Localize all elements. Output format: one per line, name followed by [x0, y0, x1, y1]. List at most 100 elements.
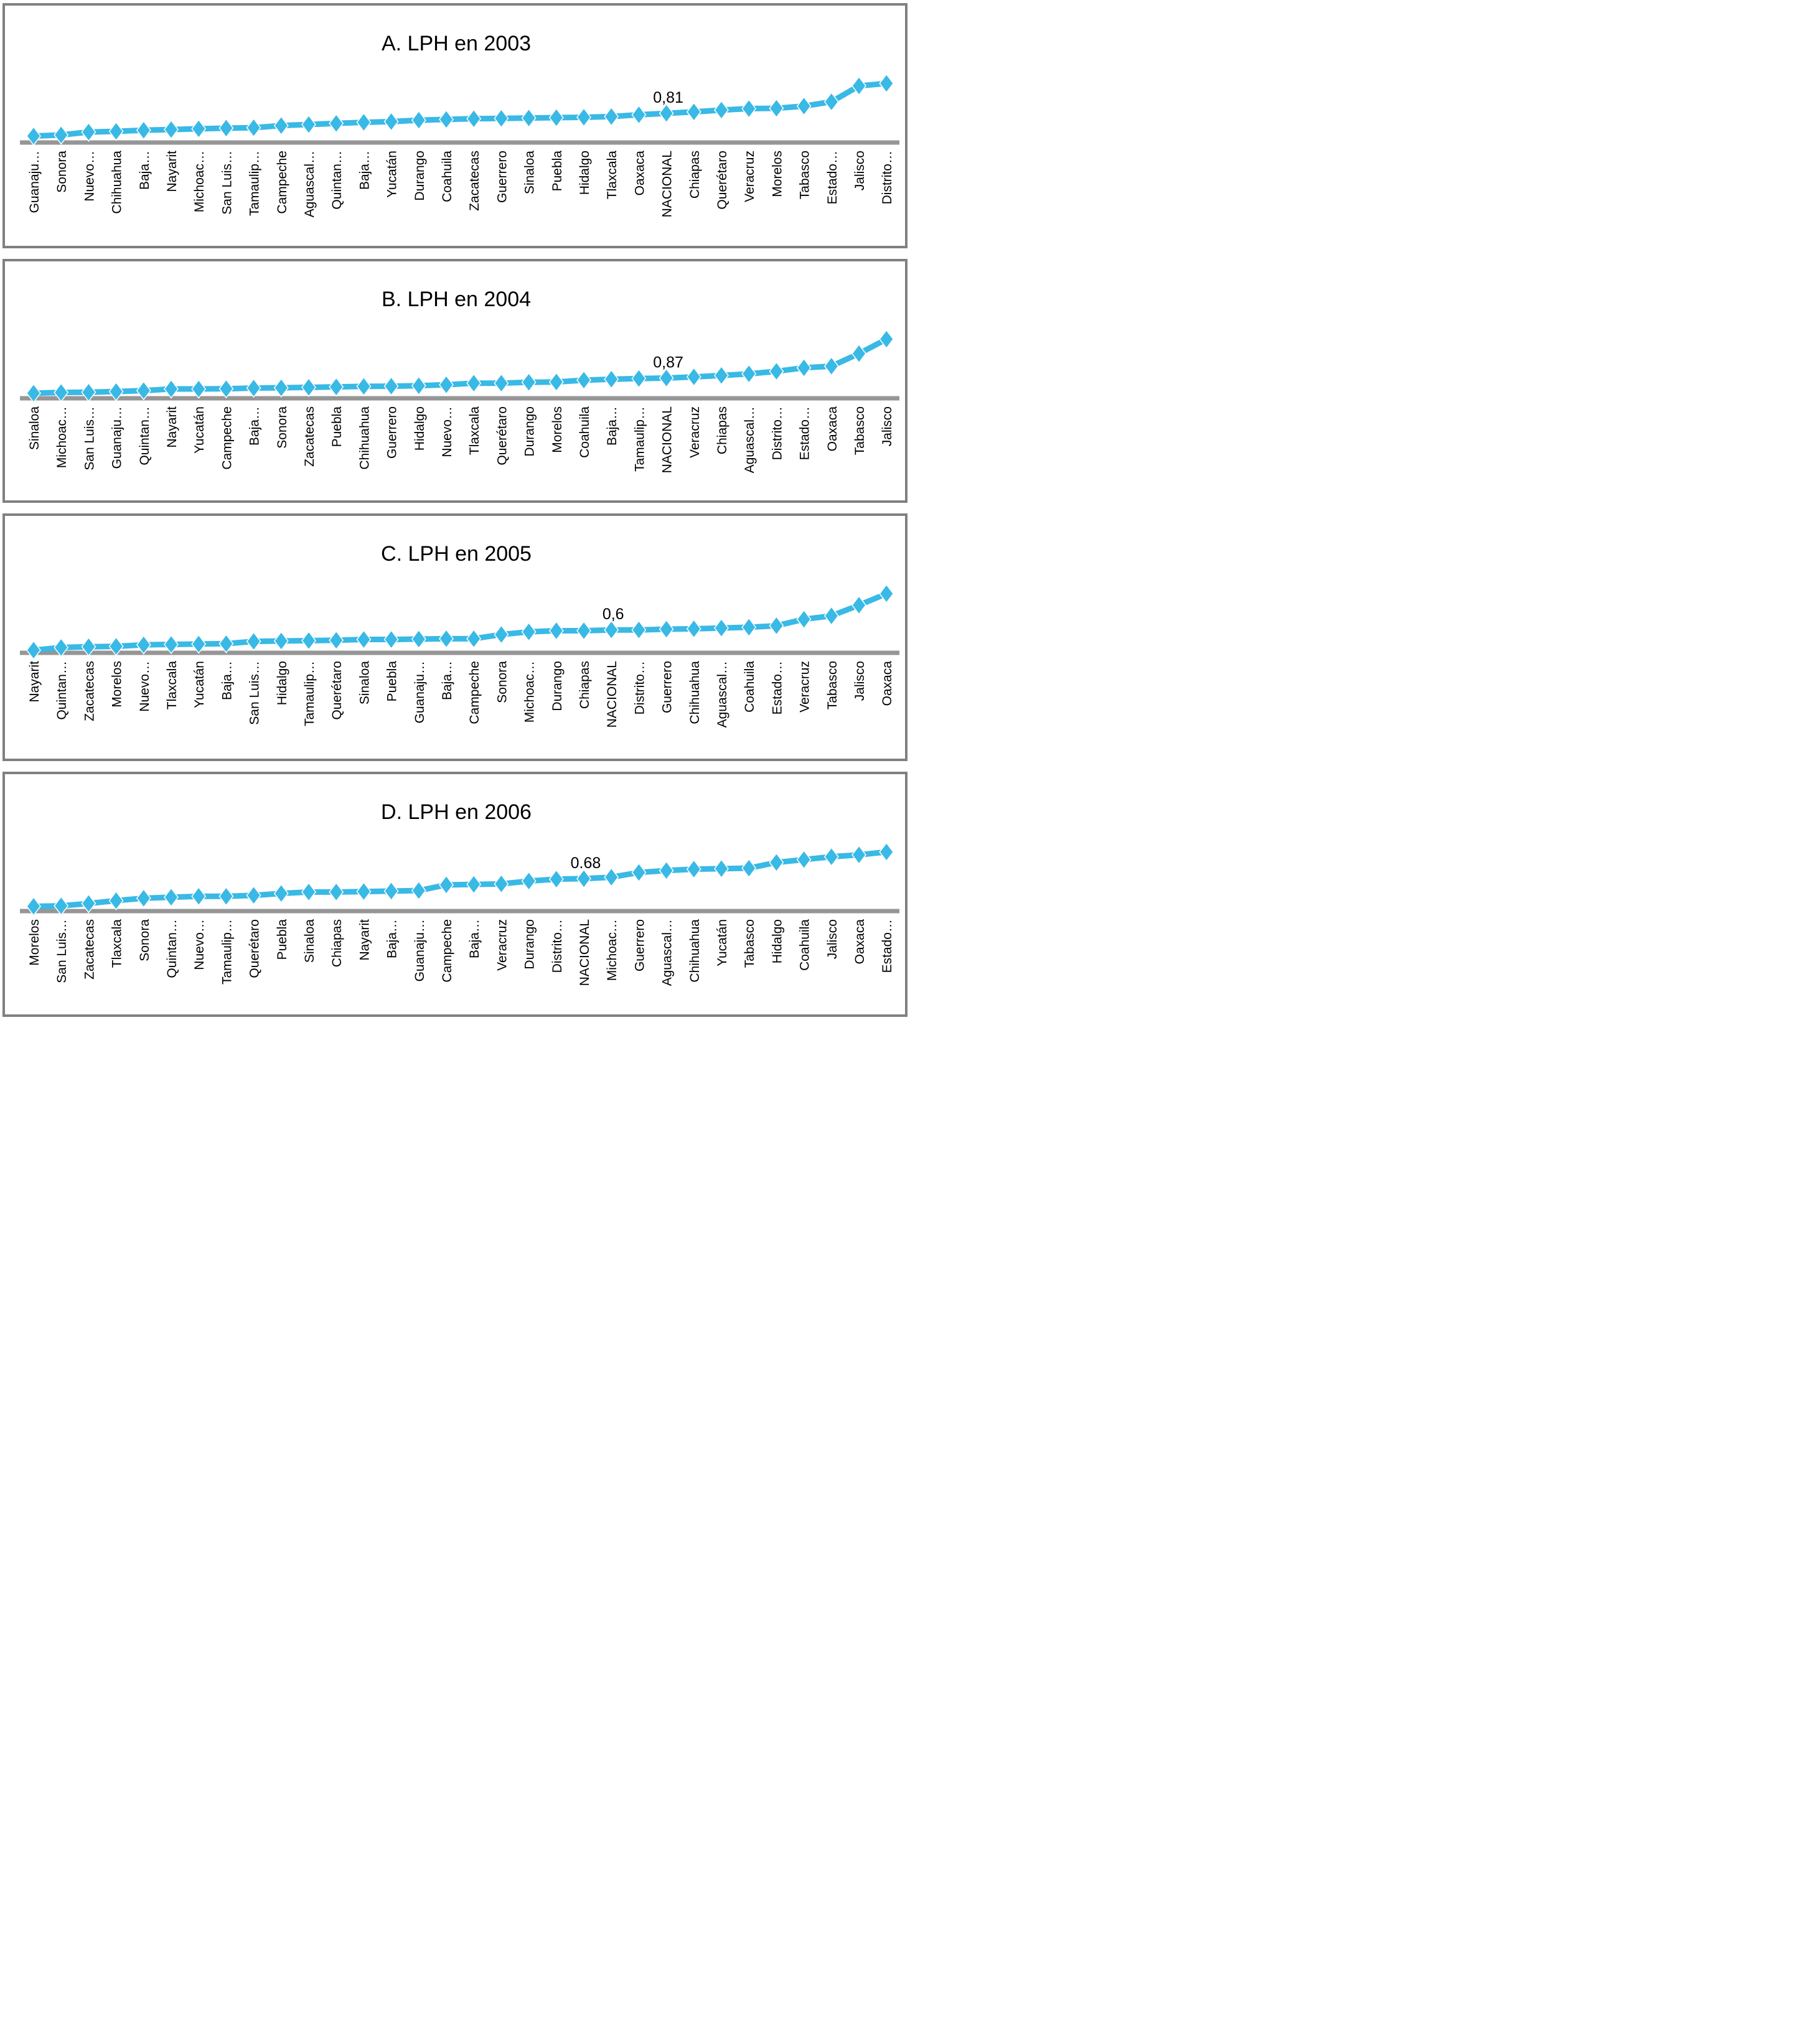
tick-label-2: Michoac… [55, 406, 69, 468]
tick-label-28: Hidalgo [770, 919, 784, 963]
tick-label-32: Jalisco [880, 406, 894, 446]
data-point-marker [329, 882, 344, 902]
tick-label-19: Sinaloa [523, 151, 537, 194]
data-point-marker [329, 113, 344, 134]
tick-label-10: Campeche [275, 151, 289, 214]
tick-label-26: Aguascal… [715, 661, 729, 728]
data-point-marker [796, 849, 812, 869]
data-point-marker [521, 108, 537, 128]
tick-label-13: Nayarit [357, 919, 372, 961]
tick-label-7: Yucatán [192, 406, 207, 454]
tick-label-26: Yucatán [715, 919, 729, 966]
tick-label-16: Campeche [440, 919, 454, 983]
data-point-marker [494, 624, 509, 645]
tick-label-5: Nuevo… [138, 661, 152, 712]
tick-label-17: Tlaxcala [467, 406, 482, 456]
data-point-marker [604, 369, 619, 390]
panel-lph-2006: D. LPH en 2006 0.68 Morelos San Luis… Zacate… [2, 772, 908, 1017]
tick-label-21: Coahuila [578, 406, 592, 458]
tick-label-3: San Luis… [82, 406, 96, 470]
data-point-marker [548, 620, 564, 641]
tick-label-15: Guanaju… [413, 919, 427, 981]
data-point-marker [521, 622, 537, 642]
panel-lph-2003: A. LPH en 2003 0,81 Guanaju… Sonora Nuevo… Ch… [2, 3, 908, 248]
tick-label-14: Puebla [385, 661, 400, 702]
tick-label-32: Estado… [880, 919, 894, 973]
data-point-marker [301, 882, 316, 902]
tick-label-24: NACIONAL [660, 151, 675, 217]
tick-label-18: Sonora [495, 661, 509, 703]
tick-label-22: Tlaxcala [605, 151, 619, 200]
data-point-marker [411, 629, 426, 649]
tick-label-25: Veracruz [688, 406, 702, 458]
nacional-data-label: 0.68 [571, 854, 601, 872]
data-point-marker [631, 863, 647, 882]
tick-label-8: Baja… [220, 661, 234, 700]
data-point-marker [54, 637, 69, 658]
data-point-marker [191, 119, 207, 139]
tick-label-3: Nuevo… [82, 151, 96, 202]
tick-label-2: Sonora [55, 151, 69, 193]
tick-label-26: Querétaro [715, 151, 729, 210]
tick-label-12: Puebla [330, 406, 344, 447]
data-point-marker [246, 118, 261, 138]
data-point-marker [246, 631, 261, 652]
data-point-marker [218, 378, 234, 399]
data-point-marker [686, 859, 701, 879]
nacional-data-label: 0,6 [603, 606, 624, 623]
tick-label-10: Puebla [275, 919, 289, 960]
data-point-marker [769, 361, 784, 381]
data-point-marker [439, 375, 454, 395]
data-point-marker [631, 620, 647, 640]
data-point-marker [686, 367, 701, 387]
tick-label-19: Michoac… [523, 661, 537, 723]
tick-label-11: Tamaulip… [303, 661, 317, 726]
lph-series-line [30, 80, 889, 139]
data-point-marker [26, 383, 41, 403]
tick-label-23: Oaxaca [632, 151, 647, 196]
data-point-marker [191, 379, 207, 399]
tick-label-11: Sinaloa [303, 919, 317, 963]
chart-title: D. LPH en 2006 [381, 800, 532, 824]
data-point-marker [686, 102, 701, 122]
tick-label-15: Durango [413, 151, 427, 201]
tick-label-9: Querétaro [248, 919, 262, 978]
tick-label-20: Durango [550, 661, 565, 711]
tick-label-6: Quintan… [165, 919, 179, 978]
data-point-marker [218, 118, 234, 138]
tick-label-30: Jalisco [825, 919, 840, 959]
tick-label-24: Guerrero [660, 661, 675, 713]
tick-label-25: Chiapas [688, 151, 702, 199]
data-point-marker [383, 376, 399, 396]
data-point-marker [108, 381, 124, 401]
data-point-marker [246, 885, 261, 905]
panel-lph-2005: C. LPH en 2005 0,6 Nayarit Quintan… Zacateca… [2, 513, 908, 761]
chart-title: A. LPH en 2003 [382, 32, 531, 55]
data-point-marker [26, 896, 41, 917]
tick-label-29: Estado… [798, 406, 812, 460]
tick-label-8: Tamaulip… [220, 919, 234, 985]
data-point-marker [604, 106, 619, 127]
tick-label-18: Guerrero [495, 151, 509, 203]
lph-report-page: A. LPH en 2003 0,81 Guanaju… Sonora Nuevo… Ch… [0, 0, 910, 1021]
tick-label-7: Nuevo… [192, 919, 207, 970]
tick-label-9: Baja… [248, 406, 262, 446]
tick-label-22: NACIONAL [605, 661, 619, 728]
data-point-marker [301, 377, 316, 398]
tick-label-27: Tabasco [743, 919, 757, 968]
data-point-marker [548, 108, 564, 128]
data-point-marker [26, 126, 41, 146]
data-point-marker [659, 619, 674, 639]
tick-label-13: Baja… [357, 151, 372, 190]
data-point-marker [466, 109, 482, 129]
data-point-marker [301, 115, 316, 134]
tick-label-29: Veracruz [798, 661, 812, 713]
tick-label-21: NACIONAL [578, 919, 592, 986]
tick-label-31: Tabasco [853, 406, 867, 455]
data-point-marker [714, 859, 729, 879]
tick-label-7: Michoac… [192, 151, 207, 212]
data-point-marker [548, 869, 564, 889]
tick-label-15: Guanaju… [413, 661, 427, 723]
data-point-marker [851, 595, 866, 615]
data-point-marker [108, 121, 124, 141]
